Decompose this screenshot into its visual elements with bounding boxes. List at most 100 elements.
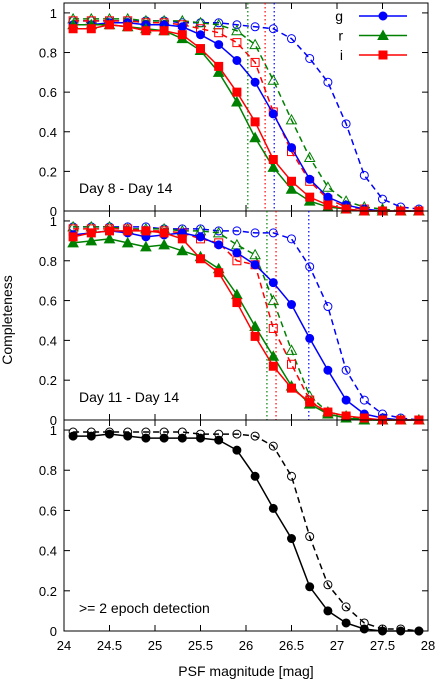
y-tick-label: 0.4 [39, 544, 57, 559]
legend-marker [378, 50, 388, 60]
data-point [141, 433, 151, 443]
data-point [303, 151, 316, 163]
x-axis: 24 24.5 25 25.5 26 26.5 27 27.5 28 [57, 638, 435, 653]
y-tick-label: 0.6 [39, 294, 57, 309]
data-point [287, 300, 296, 310]
data-point [268, 228, 278, 238]
data-point [250, 260, 260, 270]
data-point [268, 24, 278, 34]
data-point [359, 624, 369, 634]
data-point [141, 226, 151, 236]
data-point [212, 226, 225, 238]
data-point [267, 350, 280, 361]
data-point [267, 161, 280, 172]
data-point [305, 582, 315, 592]
y-tick-label: 0.2 [39, 584, 57, 599]
data-point [103, 232, 116, 244]
data-point [250, 22, 260, 32]
data-point [287, 534, 296, 544]
data-point [305, 192, 315, 202]
legend: gri [335, 8, 407, 63]
x-tick-label: 25.5 [188, 638, 213, 653]
y-tick-label: 1 [50, 214, 57, 229]
y-tick-label: 0 [50, 624, 57, 639]
data-point [359, 413, 369, 423]
series-line [73, 20, 419, 210]
x-tick-label: 27.5 [370, 638, 395, 653]
panel-label: Day 8 - Day 14 [79, 180, 173, 196]
data-point [232, 87, 242, 97]
data-point [232, 55, 242, 65]
data-point [194, 16, 207, 28]
data-point [287, 471, 296, 481]
data-point [287, 359, 296, 369]
data-point [268, 278, 278, 288]
data-point [250, 431, 260, 441]
data-point [196, 433, 205, 443]
data-point [249, 131, 261, 143]
y-tick-label: 0.8 [39, 46, 57, 61]
x-tick-label: 28 [421, 638, 435, 653]
y-tick-label: 1 [50, 423, 57, 438]
y-tick-label: 1 [50, 6, 57, 21]
data-point [268, 154, 278, 164]
data-point [196, 254, 205, 264]
data-point [232, 445, 242, 455]
y-tick-label: 0.8 [39, 254, 57, 269]
data-point [232, 298, 242, 308]
data-point [322, 181, 334, 192]
y-tick-label: 0 [50, 204, 57, 219]
data-point [341, 602, 351, 612]
data-point [341, 119, 351, 129]
data-point [212, 66, 225, 77]
data-point [196, 30, 205, 40]
data-point [268, 441, 278, 451]
data-point [232, 429, 242, 439]
data-point [249, 38, 261, 50]
x-tick-label: 24 [57, 638, 71, 653]
data-point [86, 431, 96, 441]
data-point [267, 74, 280, 85]
data-point [287, 143, 296, 153]
data-point [396, 626, 406, 636]
panel-label: >= 2 epoch detection [79, 600, 210, 616]
data-point [341, 395, 351, 405]
x-axis-label: PSF magnitude [mag] [178, 663, 313, 679]
data-point [305, 174, 315, 184]
data-point [359, 395, 369, 405]
y-tick-label: 0.6 [39, 85, 57, 100]
y-tick-label: 0.8 [39, 463, 57, 478]
data-point [231, 96, 243, 107]
legend-marker [378, 11, 388, 21]
data-point [287, 176, 296, 186]
y-tick-label: 0.2 [39, 373, 57, 388]
data-point [287, 234, 296, 244]
data-point [68, 431, 78, 441]
data-point [232, 20, 242, 30]
data-point [341, 411, 351, 421]
y-axis-label: Completeness [0, 275, 15, 365]
data-point [85, 234, 98, 246]
data-point [323, 302, 333, 312]
data-point [68, 24, 78, 34]
data-point [341, 204, 351, 214]
data-point [177, 234, 187, 244]
data-point [341, 618, 351, 628]
data-point [196, 44, 205, 54]
data-point [123, 22, 133, 32]
data-point [105, 20, 114, 30]
legend-label: i [340, 47, 343, 63]
x-tick-label: 26 [239, 638, 253, 653]
data-point [232, 226, 242, 236]
data-point [323, 365, 333, 375]
data-point [378, 626, 387, 636]
data-point [323, 580, 333, 590]
data-point [268, 109, 278, 119]
data-point [105, 429, 114, 439]
data-point [305, 532, 315, 542]
data-point [67, 236, 79, 248]
data-point [305, 262, 315, 272]
data-point [305, 397, 315, 407]
data-point [105, 226, 114, 236]
